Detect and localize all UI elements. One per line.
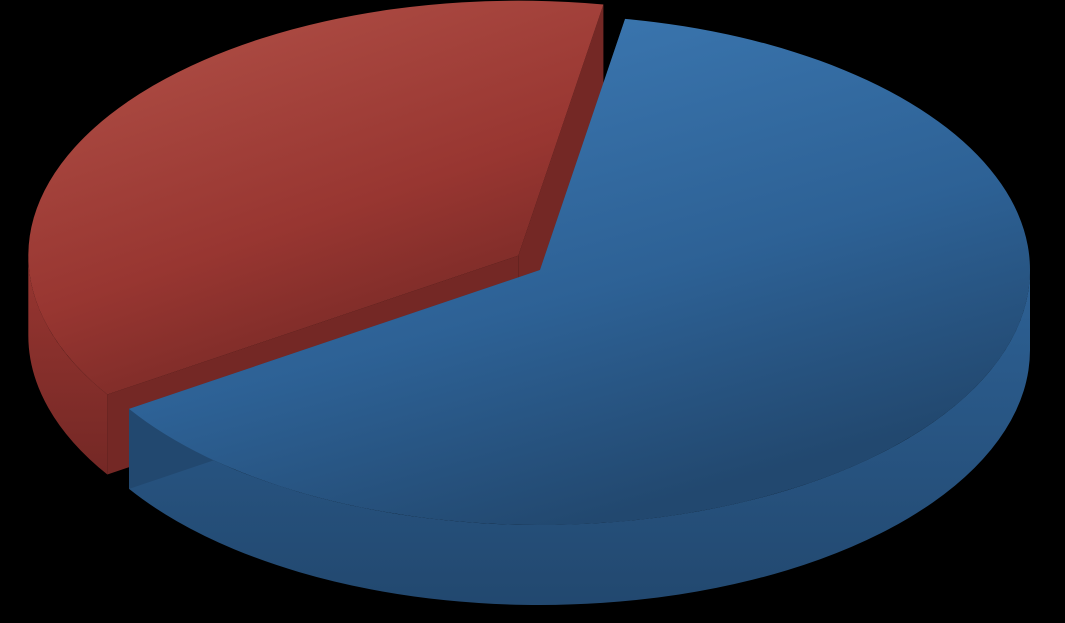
- pie-chart-3d: [0, 0, 1065, 623]
